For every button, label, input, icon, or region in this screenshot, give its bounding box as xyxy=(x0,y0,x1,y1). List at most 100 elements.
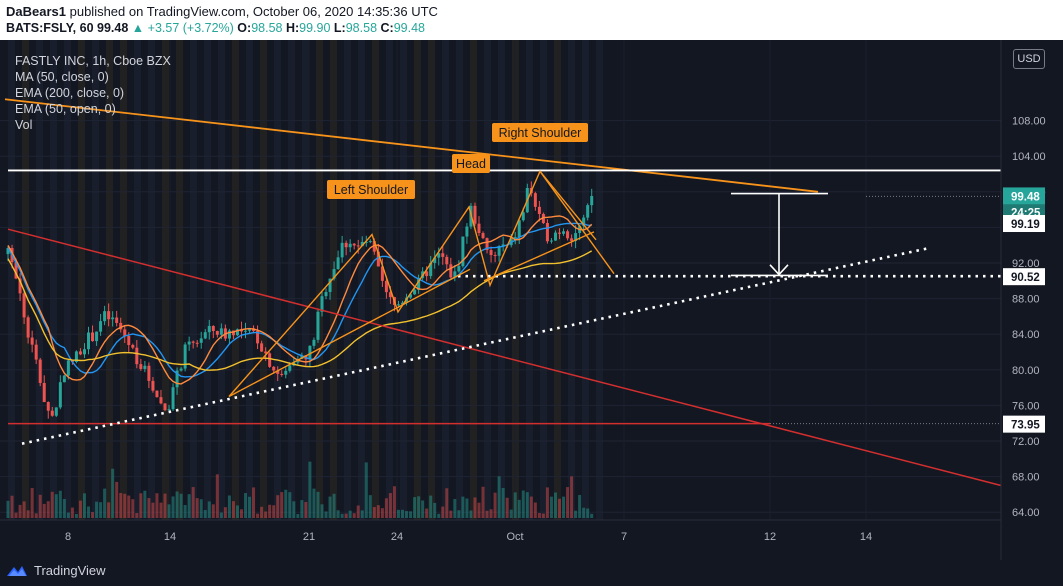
y-tick-label: 84.00 xyxy=(1012,329,1040,341)
high-label: H: xyxy=(285,21,300,35)
volume-bar xyxy=(244,492,248,518)
descending-resistance-line xyxy=(4,98,819,193)
right-shoulder-drop xyxy=(539,170,615,275)
candle-body xyxy=(123,329,127,336)
x-tick-label: 14 xyxy=(860,531,872,543)
session-band xyxy=(260,40,267,520)
candle-body xyxy=(14,262,18,279)
volume-bar xyxy=(529,496,533,518)
candle-body xyxy=(207,325,211,333)
ascending-dotted-trendline xyxy=(21,246,931,445)
ema-value-tag: 99.19 xyxy=(1011,219,1040,231)
session-band xyxy=(442,40,449,520)
candle-body xyxy=(417,277,421,290)
symbol: BATS:FSLY, 60 xyxy=(6,21,94,35)
session-band xyxy=(148,40,155,520)
candle-body xyxy=(284,370,288,375)
volume-bar xyxy=(215,474,219,518)
session-band xyxy=(8,40,15,520)
candle-body xyxy=(62,375,66,383)
publish-header: DaBears1 published on TradingView.com, O… xyxy=(0,0,1063,40)
candle-body xyxy=(316,311,320,340)
candle-body xyxy=(413,289,417,295)
candle-body xyxy=(300,355,304,359)
volume-bar xyxy=(58,490,62,518)
price-axis: 64.00 68.00 72.00 76.00 80.00 84.00 88.00 92.00… xyxy=(1000,40,1046,560)
volume-bar xyxy=(54,494,58,518)
volume-bar xyxy=(465,498,469,518)
candle-body xyxy=(38,359,42,383)
session-band xyxy=(568,40,575,520)
price-change: +3.57 (+3.72%) xyxy=(147,21,234,35)
chart-pane[interactable]: Left Shoulder Head Right Shoulder 64.00 68.… xyxy=(0,40,1063,560)
candle-body xyxy=(167,409,171,411)
candle-body xyxy=(139,364,143,369)
volume-bar xyxy=(159,502,163,518)
author-name[interactable]: DaBears1 xyxy=(6,4,66,19)
time-axis: 8 14 21 24 Oct 7 12 14 xyxy=(0,519,1001,543)
legend-item-ema200[interactable]: EMA (200, close, 0) xyxy=(15,86,125,100)
volume-bar xyxy=(586,508,590,518)
session-band xyxy=(302,40,309,520)
annotation-label: Head xyxy=(456,157,486,171)
price-chart[interactable]: Left Shoulder Head Right Shoulder 64.00 68.… xyxy=(0,40,1063,560)
volume-bar xyxy=(34,513,38,518)
legend-item-ma50[interactable]: MA (50, close, 0) xyxy=(15,70,109,84)
volume-bar xyxy=(541,513,545,518)
volume-bar xyxy=(413,497,417,518)
volume-bar xyxy=(558,498,562,518)
candle-body xyxy=(308,345,312,360)
candle-body xyxy=(368,241,372,243)
candle-body xyxy=(107,311,111,320)
session-band xyxy=(134,40,141,520)
candle-body xyxy=(473,205,477,224)
volume-bar xyxy=(292,501,296,518)
candle-body xyxy=(95,331,99,342)
candle-body xyxy=(235,329,239,336)
volume-bar xyxy=(239,509,243,518)
volume-bar xyxy=(187,494,191,518)
low-value: 98.58 xyxy=(345,21,378,35)
annotation-box xyxy=(492,123,588,142)
volume-bar xyxy=(227,495,231,518)
volume-bar xyxy=(10,495,14,518)
currency-button[interactable]: USD xyxy=(1013,49,1045,69)
candle-body xyxy=(46,402,50,411)
candle-body xyxy=(103,311,107,322)
candle-body xyxy=(42,382,46,403)
y-tick-label: 68.00 xyxy=(1012,472,1040,484)
volume-bar xyxy=(284,489,288,518)
session-band xyxy=(120,40,127,520)
session-band xyxy=(274,40,281,520)
candle-body xyxy=(433,257,437,263)
pattern-annotations: Left Shoulder Head Right Shoulder xyxy=(327,123,588,199)
volume-bar xyxy=(219,512,223,518)
annotation-label: Left Shoulder xyxy=(334,183,408,197)
session-band xyxy=(456,40,463,520)
volume-bar xyxy=(380,508,384,518)
candle-body xyxy=(485,238,489,251)
volume-bar xyxy=(401,509,405,518)
volume-bar xyxy=(147,498,151,518)
volume-bar xyxy=(549,496,553,518)
tradingview-logo[interactable]: TradingView xyxy=(6,563,106,578)
legend-item-vol[interactable]: Vol xyxy=(15,118,33,132)
y-tick-label: 80.00 xyxy=(1012,365,1040,377)
volume-bar xyxy=(396,509,400,518)
measure-arrow-head-icon xyxy=(769,264,789,276)
candle-body xyxy=(26,317,30,338)
candle-body xyxy=(380,266,384,281)
x-tick-label: Oct xyxy=(506,531,523,543)
candle-body xyxy=(384,280,388,293)
legend-item-ema50[interactable]: EMA (50, open, 0) xyxy=(15,102,116,116)
volume-bar xyxy=(340,513,344,518)
session-band xyxy=(106,40,113,520)
candle-body xyxy=(537,206,541,214)
volume-bar xyxy=(87,506,91,518)
candle-body xyxy=(332,269,336,279)
candle-body xyxy=(179,368,183,371)
volume-bar xyxy=(260,506,264,518)
candle-body xyxy=(187,341,191,345)
session-band xyxy=(554,40,561,520)
candle-body xyxy=(372,241,376,252)
